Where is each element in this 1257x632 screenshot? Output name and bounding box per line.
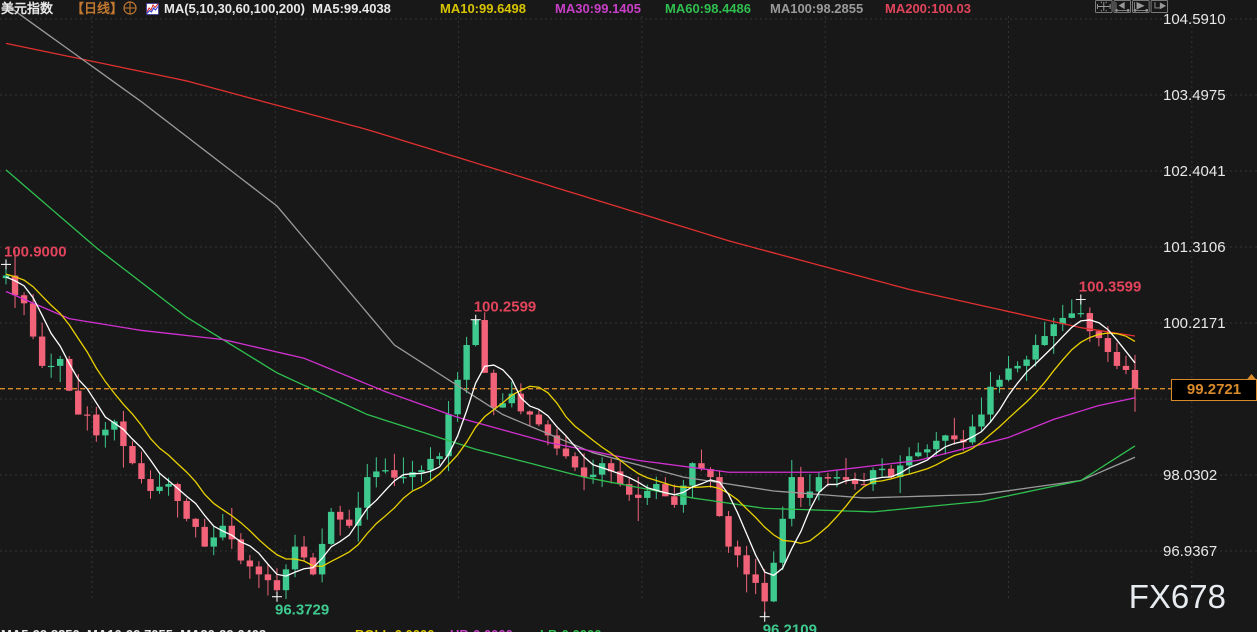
svg-text:100.2599: 100.2599 (474, 299, 537, 316)
svg-text:96.2109: 96.2109 (763, 622, 817, 632)
svg-text:100.9000: 100.9000 (4, 243, 67, 260)
svg-text:96.3729: 96.3729 (275, 602, 329, 619)
svg-text:100.3599: 100.3599 (1079, 279, 1142, 296)
